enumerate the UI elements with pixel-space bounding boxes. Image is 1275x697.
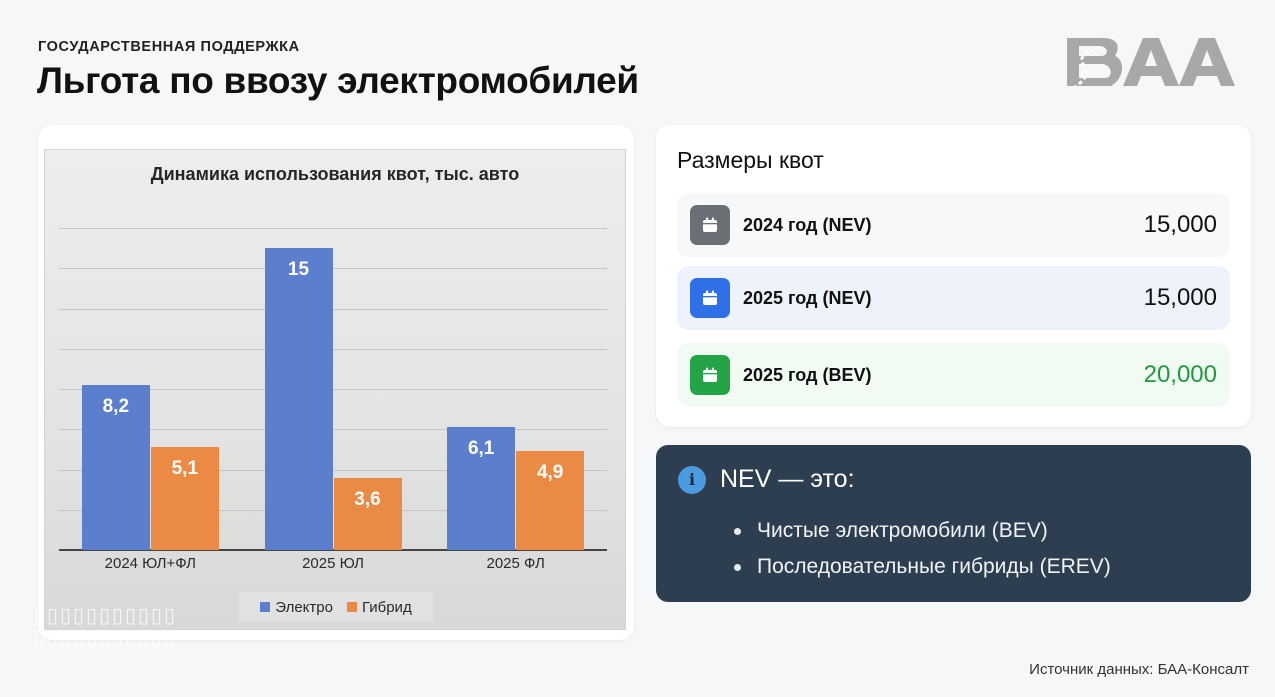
info-icon: i <box>678 465 706 494</box>
bar-value-label: 4,9 <box>536 462 564 484</box>
bar-hybrid: 5,1 <box>150 447 219 550</box>
quota-row-2025-bev: 2025 год (BEV) 20,000 <box>677 343 1230 407</box>
x-axis-label: 2025 ФЛ <box>486 555 545 572</box>
quota-row-2025-nev: 2025 год (NEV) 15,000 <box>677 266 1230 330</box>
quota-value: 15,000 <box>1143 284 1217 311</box>
legend-label: Гибрид <box>361 598 412 616</box>
quota-value: 15,000 <box>1143 211 1217 238</box>
legend-swatch-electro <box>260 602 271 612</box>
bar-electro: 6,1 <box>447 427 516 550</box>
chart-legend: Электро Гибрид <box>239 592 433 622</box>
bar-value-label: 5,1 <box>171 458 199 480</box>
legend-item-electro: Электро <box>260 599 333 616</box>
bar-hybrid: 3,6 <box>333 477 402 550</box>
bar-chart: Динамика использования квот, тыс. авто 8… <box>44 149 626 630</box>
gridline <box>59 469 607 471</box>
nev-info-card: i NEV — это: Чистые электромобили (BEV) … <box>656 445 1251 602</box>
x-axis-line <box>59 549 607 551</box>
gridline <box>59 509 607 511</box>
data-source-note: Источник данных: БАА-Консалт <box>1029 661 1249 678</box>
legend-item-hybrid: Гибрид <box>346 598 412 616</box>
info-heading: NEV — это: <box>720 465 855 493</box>
gridline <box>59 429 607 431</box>
x-axis-labels: 2024 ЮЛ+ФЛ 2025 ЮЛ 2025 ФЛ <box>59 555 607 579</box>
bar-value-label: 6,1 <box>467 438 495 460</box>
bar-electro: 15 <box>264 248 333 550</box>
legend-label: Электро <box>275 598 333 616</box>
bar-electro: 8,2 <box>81 384 150 550</box>
gridline <box>59 348 607 350</box>
bar-value-label: 15 <box>287 259 310 281</box>
quota-label: 2024 год (NEV) <box>743 214 872 235</box>
bar-value-label: 8,2 <box>102 395 130 417</box>
bar-value-label: 3,6 <box>354 488 381 510</box>
list-item: Чистые электромобили (BEV) <box>734 513 1111 549</box>
info-heading-row: i NEV — это: <box>678 465 855 494</box>
calendar-icon <box>690 278 730 318</box>
x-axis-label: 2024 ЮЛ+ФЛ <box>104 555 197 572</box>
x-axis-label: 2025 ЮЛ <box>302 555 364 572</box>
quota-row-2024-nev: 2024 год (NEV) 15,000 <box>677 193 1230 257</box>
quota-value: 20,000 <box>1143 361 1217 388</box>
nev-definition-list: Чистые электромобили (BEV) Последователь… <box>734 513 1111 585</box>
plot-area: 8,2 5,1 15 3,6 6,1 4,9 <box>59 202 607 551</box>
quotas-heading: Размеры квот <box>677 147 824 173</box>
gridline <box>59 308 607 310</box>
calendar-icon <box>690 205 730 245</box>
quota-label: 2025 год (BEV) <box>743 364 872 385</box>
gridline <box>59 268 607 270</box>
quotas-card: Размеры квот 2024 год (NEV) 15,000 2025 … <box>656 125 1251 427</box>
quota-label: 2025 год (NEV) <box>743 287 872 308</box>
section-eyebrow: ГОСУДАРСТВЕННАЯ ПОДДЕРЖКА <box>38 39 300 55</box>
page-title: Льгота по ввозу электромобилей <box>37 60 639 101</box>
gridline <box>59 228 607 229</box>
watermark-overlay: ▯▯▯▯▯▯▯▯▯▯▯ ▯▯▯▯▯▯▯▯▯▯▯ <box>34 605 178 649</box>
gridline <box>59 389 607 390</box>
logo-icon <box>1067 38 1235 90</box>
list-item: Последовательные гибриды (EREV) <box>734 549 1111 585</box>
legend-swatch-hybrid <box>346 602 357 612</box>
chart-title: Динамика использования квот, тыс. авто <box>150 164 520 184</box>
calendar-icon <box>690 355 730 395</box>
chart-card: Динамика использования квот, тыс. авто 8… <box>38 125 634 640</box>
bar-hybrid: 4,9 <box>516 451 585 550</box>
baa-logo <box>1063 34 1243 92</box>
